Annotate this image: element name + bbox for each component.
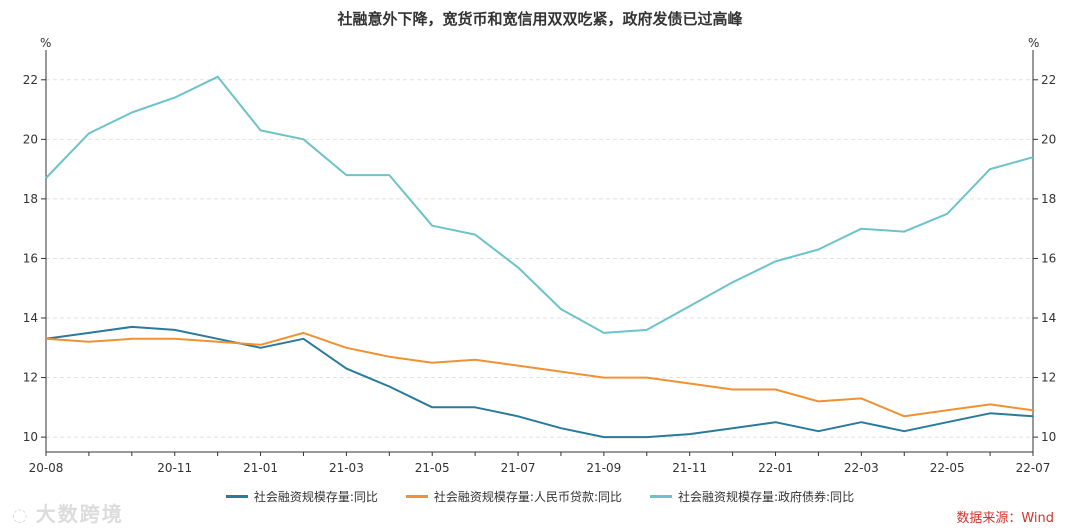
series-line-2 bbox=[45, 75, 1034, 334]
x-tick-label: 21-01 bbox=[243, 461, 278, 475]
data-source: 数据来源：Wind bbox=[956, 511, 1054, 526]
y-tick-label-left: 14 bbox=[23, 311, 38, 325]
axis-layer: 10 10 12 12 14 14 16 16 18 18 20 20 22 22 20-08 20-11 21… bbox=[23, 50, 1056, 475]
watermark-text: 大数跨境 bbox=[35, 502, 124, 526]
legend-item-gov-bond[interactable]: 社会融资规模存量:政府债券:同比 bbox=[650, 488, 854, 505]
legend-item-total[interactable]: 社会融资规模存量:同比 bbox=[225, 488, 378, 505]
y-tick-label-left: 10 bbox=[23, 430, 38, 444]
grid-layer bbox=[46, 79, 1033, 438]
legend-swatch bbox=[650, 495, 673, 498]
legend: 社会融资规模存量:同比 社会融资规模存量:人民币贷款:同比 社会融资规模存量:政… bbox=[0, 488, 1080, 505]
y-tick-label-left: 12 bbox=[23, 371, 38, 385]
y-tick-label-right: 14 bbox=[1041, 311, 1056, 325]
y-unit-left: % bbox=[40, 36, 51, 50]
y-tick-label-right: 18 bbox=[1041, 192, 1056, 206]
x-tick-label: 22-05 bbox=[930, 461, 965, 475]
series-line-1 bbox=[45, 331, 1034, 418]
y-tick-label-right: 12 bbox=[1041, 371, 1056, 385]
logo-icon: ◌ bbox=[12, 505, 30, 526]
y-tick-label-right: 20 bbox=[1041, 132, 1056, 146]
y-tick-label-right: 10 bbox=[1041, 430, 1056, 444]
y-tick-label-left: 18 bbox=[23, 192, 38, 206]
legend-item-rmb-loan[interactable]: 社会融资规模存量:人民币贷款:同比 bbox=[405, 488, 623, 505]
legend-swatch bbox=[225, 495, 248, 498]
chart-title: 社融意外下降，宽货币和宽信用双双吃紧，政府发债已过高峰 bbox=[337, 10, 743, 28]
y-tick-label-right: 16 bbox=[1041, 251, 1056, 265]
y-tick-label-right: 22 bbox=[1041, 73, 1056, 87]
x-tick-label: 20-08 bbox=[29, 461, 64, 475]
x-tick-label: 22-03 bbox=[844, 461, 879, 475]
x-tick-label: 21-11 bbox=[672, 461, 707, 475]
legend-label: 社会融资规模存量:同比 bbox=[253, 490, 378, 504]
legend-label: 社会融资规模存量:政府债券:同比 bbox=[678, 490, 855, 504]
y-tick-label-left: 16 bbox=[23, 251, 38, 265]
legend-swatch bbox=[405, 495, 428, 498]
x-tick-label: 21-07 bbox=[501, 461, 536, 475]
y-tick-label-left: 22 bbox=[23, 73, 38, 87]
x-tick-label: 21-03 bbox=[329, 461, 364, 475]
watermark-logo: ◌ 大数跨境 bbox=[12, 498, 124, 527]
series-layer bbox=[45, 75, 1034, 439]
x-tick-label: 21-05 bbox=[415, 461, 450, 475]
series-line-0 bbox=[45, 325, 1034, 439]
x-tick-label: 22-07 bbox=[1016, 461, 1051, 475]
x-tick-label: 20-11 bbox=[157, 461, 192, 475]
x-tick-label: 21-09 bbox=[586, 461, 621, 475]
legend-label: 社会融资规模存量:人民币贷款:同比 bbox=[433, 490, 623, 504]
y-unit-right: % bbox=[1028, 36, 1039, 50]
y-tick-label-left: 20 bbox=[23, 132, 38, 146]
x-tick-label: 22-01 bbox=[758, 461, 793, 475]
